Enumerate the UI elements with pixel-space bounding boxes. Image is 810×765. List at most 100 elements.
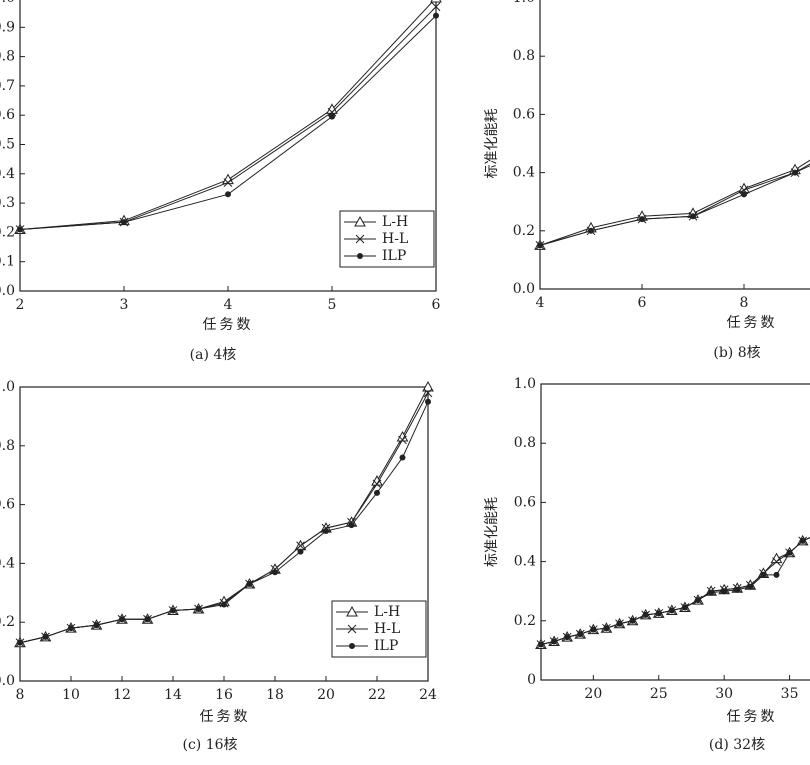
x-tick-label: 2 <box>16 297 25 313</box>
marker-cross <box>739 185 749 195</box>
marker-cross <box>355 234 365 244</box>
marker-dot <box>690 213 696 220</box>
marker-dot <box>747 583 754 590</box>
marker-dot <box>170 607 176 614</box>
legend-label: L-H <box>382 214 408 230</box>
x-tick-label: 30 <box>715 686 733 702</box>
marker-dot <box>329 113 335 120</box>
y-axis-label: 标准化能耗 <box>484 109 500 179</box>
marker-dot <box>433 12 439 19</box>
marker-dot <box>357 253 363 259</box>
y-tick-label: 0.5 <box>0 137 15 153</box>
x-tick-label: 20 <box>317 687 335 703</box>
marker-cross <box>423 388 433 398</box>
x-tick-label: 8 <box>740 295 749 311</box>
x-tick-label: 22 <box>368 687 386 703</box>
marker-cross <box>296 541 305 551</box>
plot-frame <box>540 383 810 681</box>
y-tick-label: 0.4 <box>514 554 536 570</box>
x-tick-label: 6 <box>432 297 441 313</box>
marker-dot <box>17 639 23 646</box>
y-tick-label: 1.0 <box>0 379 15 395</box>
x-tick-label: 25 <box>650 686 668 702</box>
y-tick-label: 0.8 <box>513 48 535 64</box>
marker-dot <box>272 569 278 576</box>
legend-label: ILP <box>374 638 398 654</box>
x-tick-label: 5 <box>328 297 337 313</box>
marker-dot <box>323 528 329 535</box>
marker-dot <box>695 597 701 604</box>
marker-dot <box>603 625 610 632</box>
marker-cross <box>431 2 441 12</box>
x-tick-label: 10 <box>62 687 80 703</box>
chart: 0.0 0.2 0.4 0.6 0.8 1.0 8 10 12 14 16 18 20 22 24 任务数 (c… <box>0 379 437 753</box>
marker-dot <box>639 216 645 223</box>
y-tick-label: 0.2 <box>514 613 536 629</box>
marker-dot <box>792 169 798 176</box>
chart: 0.0 0.1 0.2 0.3 0.4 0.5 0.6 0.7 0.8 0.9 1.0 2 3 4 5 6 任务… <box>0 0 442 363</box>
series-line <box>540 537 810 645</box>
marker-dot <box>668 607 675 614</box>
x-tick-label: 18 <box>266 687 284 703</box>
marker-dot <box>349 643 355 649</box>
marker-dot <box>708 589 715 596</box>
y-tick-label: 0.8 <box>0 49 15 65</box>
x-axis-label: 任务数 <box>727 709 778 725</box>
x-tick-label: 20 <box>584 686 602 702</box>
caption: (a) 4核 <box>190 347 237 363</box>
plot-frame <box>539 0 810 290</box>
marker-dot <box>760 571 767 578</box>
x-tick-label: 35 <box>781 686 799 702</box>
x-tick-label: 14 <box>164 687 182 703</box>
series-line <box>540 537 810 645</box>
y-tick-label: 0.2 <box>513 223 535 239</box>
series-line <box>539 163 810 246</box>
y-tick-label: 1.0 <box>513 0 535 6</box>
marker-dot <box>786 549 793 556</box>
series-line <box>539 165 810 246</box>
y-tick-label: 0.1 <box>0 254 15 270</box>
marker-dot <box>17 226 23 233</box>
marker-triangle <box>422 380 434 392</box>
marker-dot <box>681 604 688 611</box>
y-axis-label: 标准化能耗 <box>484 497 500 567</box>
marker-dot <box>564 634 571 641</box>
y-tick-label: 0.2 <box>0 614 15 630</box>
x-axis-label: 任务数 <box>203 317 254 333</box>
y-tick-label: 0.4 <box>513 165 535 181</box>
marker-triangle <box>396 430 409 442</box>
marker-dot <box>297 548 304 555</box>
marker-dot <box>734 586 741 593</box>
caption: (b) 8核 <box>713 345 760 361</box>
marker-dot <box>551 638 558 645</box>
marker-dot <box>246 580 253 587</box>
marker-triangle <box>738 182 750 194</box>
x-tick-label: 24 <box>419 687 437 703</box>
y-tick-label: 0.6 <box>0 497 15 513</box>
y-tick-label: 0.0 <box>0 673 15 689</box>
caption: (c) 16核 <box>182 737 237 753</box>
marker-cross <box>327 107 337 117</box>
y-tick-label: 0.2 <box>0 224 15 240</box>
marker-dot <box>42 633 49 640</box>
marker-dot <box>68 625 74 632</box>
y-tick-label: 0 <box>527 672 536 688</box>
marker-dot <box>590 626 597 633</box>
marker-dot <box>121 219 127 226</box>
marker-dot <box>537 242 543 249</box>
y-tick-label: 0.6 <box>0 107 15 123</box>
chart: 00.20.40.60.81.02025303540任务数(d) 32核标准化能… <box>484 376 810 753</box>
y-tick-label: 1.0 <box>0 0 15 6</box>
marker-dot <box>93 622 100 629</box>
marker-dot <box>642 611 649 618</box>
x-tick-label: 3 <box>120 297 129 313</box>
marker-dot <box>144 616 151 623</box>
y-tick-label: 0.8 <box>514 435 536 451</box>
marker-dot <box>538 641 544 648</box>
legend-label: H-L <box>374 621 400 637</box>
marker-dot <box>399 454 406 461</box>
y-tick-label: 1.0 <box>514 376 536 392</box>
y-tick-label: 0.8 <box>0 438 15 454</box>
